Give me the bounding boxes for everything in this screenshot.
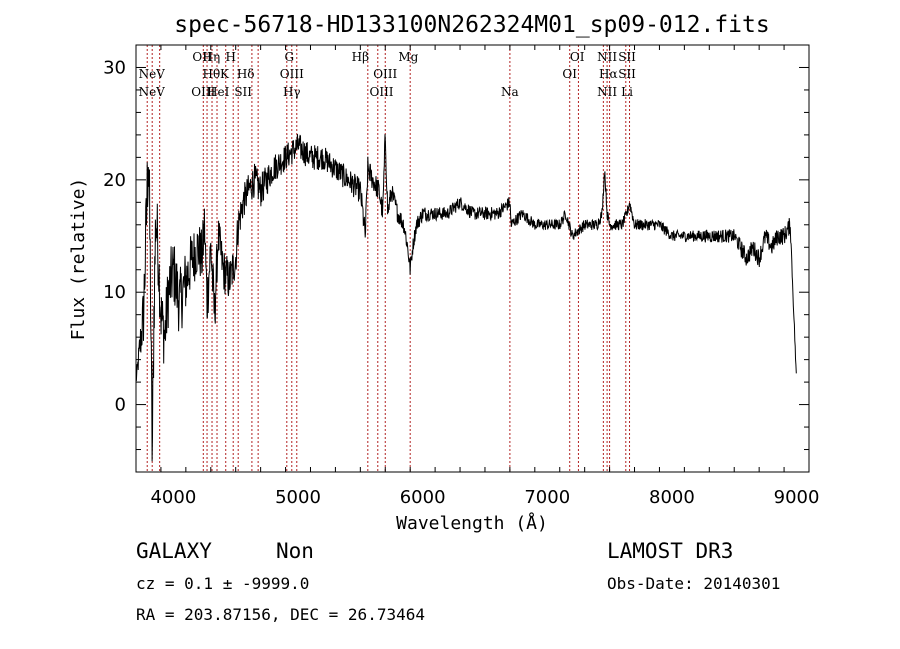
spectral-line-label: Li — [621, 85, 633, 99]
spectral-line-label: OIII — [280, 67, 304, 81]
spectral-line-label: OIII — [191, 85, 215, 99]
spectrum-series-line — [135, 134, 797, 462]
object-subclass: Non — [276, 539, 314, 563]
x-tick-label: 4000 — [150, 487, 196, 508]
spectral-line-label: Hδ — [237, 67, 255, 81]
y-tick-label: 30 — [103, 57, 126, 78]
y-tick-label: 20 — [103, 170, 126, 191]
spectral-line-label: OI — [570, 50, 585, 64]
spectral-line-label: Mg — [398, 50, 418, 64]
spectral-line-label: NeV — [139, 85, 166, 99]
spectral-line-label: OIII — [373, 67, 397, 81]
chart-title: spec-56718-HD133100N262324M01_sp09-012.f… — [174, 12, 769, 38]
x-axis-label: Wavelength (Å) — [396, 512, 548, 534]
spectral-line-label: SII — [618, 67, 636, 81]
spectral-line-label: SII — [618, 50, 636, 64]
survey-name: LAMOST DR3 — [607, 539, 733, 563]
spectral-line-label: Na — [501, 85, 519, 99]
x-tick-label: 7000 — [524, 487, 570, 508]
y-axis-ticks: 0 10 20 30 — [103, 44, 809, 473]
spectral-line-markers — [146, 45, 631, 472]
spectral-line-label: K — [220, 67, 230, 81]
observation-date: Obs-Date: 20140301 — [607, 574, 780, 593]
spectral-line-label: OII — [192, 50, 212, 64]
spectral-line-label: OIII — [369, 85, 393, 99]
x-axis-ticks: 4000 5000 6000 7000 8000 9000 — [135, 45, 820, 508]
spectral-line-label: G — [284, 50, 294, 64]
object-class: GALAXY — [136, 539, 212, 563]
ra-dec-coordinates: RA = 203.87156, DEC = 26.73464 — [136, 605, 425, 624]
y-axis-label: Flux (relative) — [68, 178, 89, 341]
spectral-line-label: SII — [234, 85, 252, 99]
spectral-line-label: Hθ — [203, 67, 221, 81]
y-tick-label: 0 — [115, 395, 126, 416]
spectral-line-label: NeV — [139, 67, 166, 81]
spectral-line-label: H — [225, 50, 235, 64]
spectral-line-label: NII — [597, 50, 617, 64]
spectral-line-label: OI — [562, 67, 577, 81]
spectral-line-label: Hγ — [283, 85, 301, 99]
spectral-line-label: Hβ — [352, 50, 369, 64]
y-tick-label: 10 — [103, 282, 126, 303]
redshift-cz: cz = 0.1 ± -9999.0 — [136, 574, 309, 593]
x-tick-label: 5000 — [275, 487, 321, 508]
spectral-line-label: HeI — [207, 85, 230, 99]
spectral-line-label: Hα — [599, 67, 618, 81]
x-tick-label: 6000 — [400, 487, 446, 508]
spectral-line-label: Hη — [203, 50, 221, 64]
spectral-line-label: NII — [597, 85, 617, 99]
spectral-line-labels: NeV NeV OII OIII Hη Hθ HeI HK Hδ SII G OIII Hγ Hβ OIII… — [139, 50, 637, 99]
plot-frame — [135, 44, 810, 473]
x-tick-label: 9000 — [774, 487, 820, 508]
x-tick-label: 8000 — [649, 487, 695, 508]
